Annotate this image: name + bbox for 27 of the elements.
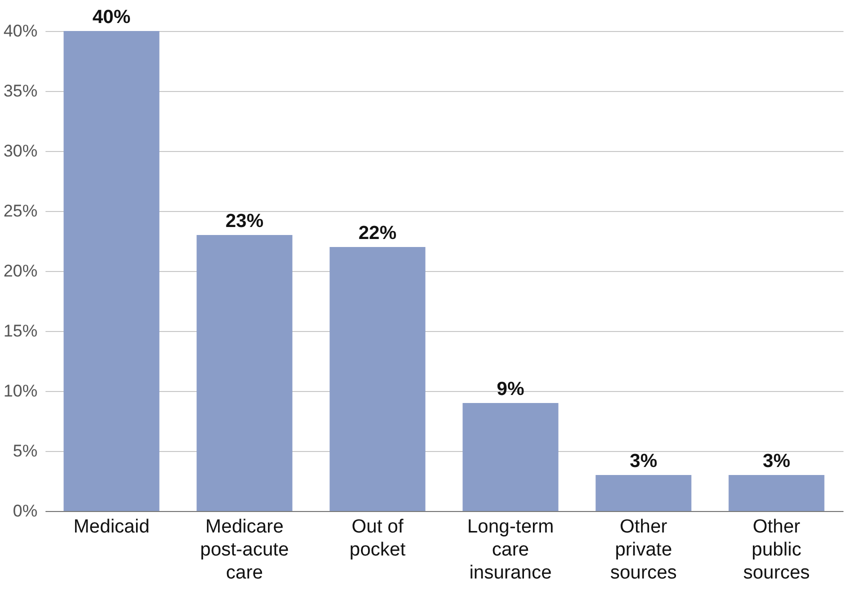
y-tick-label: 5% (12, 442, 38, 460)
data-label: 3% (630, 451, 658, 472)
data-label: 22% (358, 223, 397, 244)
y-tick-label: 25% (3, 202, 38, 220)
y-tick-label: 0% (12, 502, 38, 520)
bar (64, 31, 160, 511)
bar (196, 235, 292, 511)
y-tick-label: 10% (3, 382, 38, 400)
data-label: 40% (92, 7, 131, 28)
bar (728, 475, 824, 511)
data-label: 23% (225, 211, 264, 232)
x-tick-label: Other private sources (610, 516, 677, 584)
x-tick-label: Long-term care insurance (467, 516, 554, 584)
bar (596, 475, 692, 511)
y-tick-label: 20% (3, 262, 38, 280)
bar (330, 247, 426, 511)
y-tick-label: 15% (3, 322, 38, 340)
x-tick-label: Medicare post-acute care (200, 516, 289, 584)
x-tick-label: Out of pocket (350, 516, 406, 560)
y-tick-label: 35% (3, 82, 38, 100)
y-tick-label: 40% (3, 22, 38, 40)
data-label: 9% (496, 379, 524, 400)
data-label: 3% (762, 451, 790, 472)
x-tick-label: Other public sources (743, 516, 810, 584)
y-tick-label: 30% (3, 142, 38, 160)
bar (462, 403, 558, 511)
x-tick-label: Medicaid (73, 516, 150, 538)
